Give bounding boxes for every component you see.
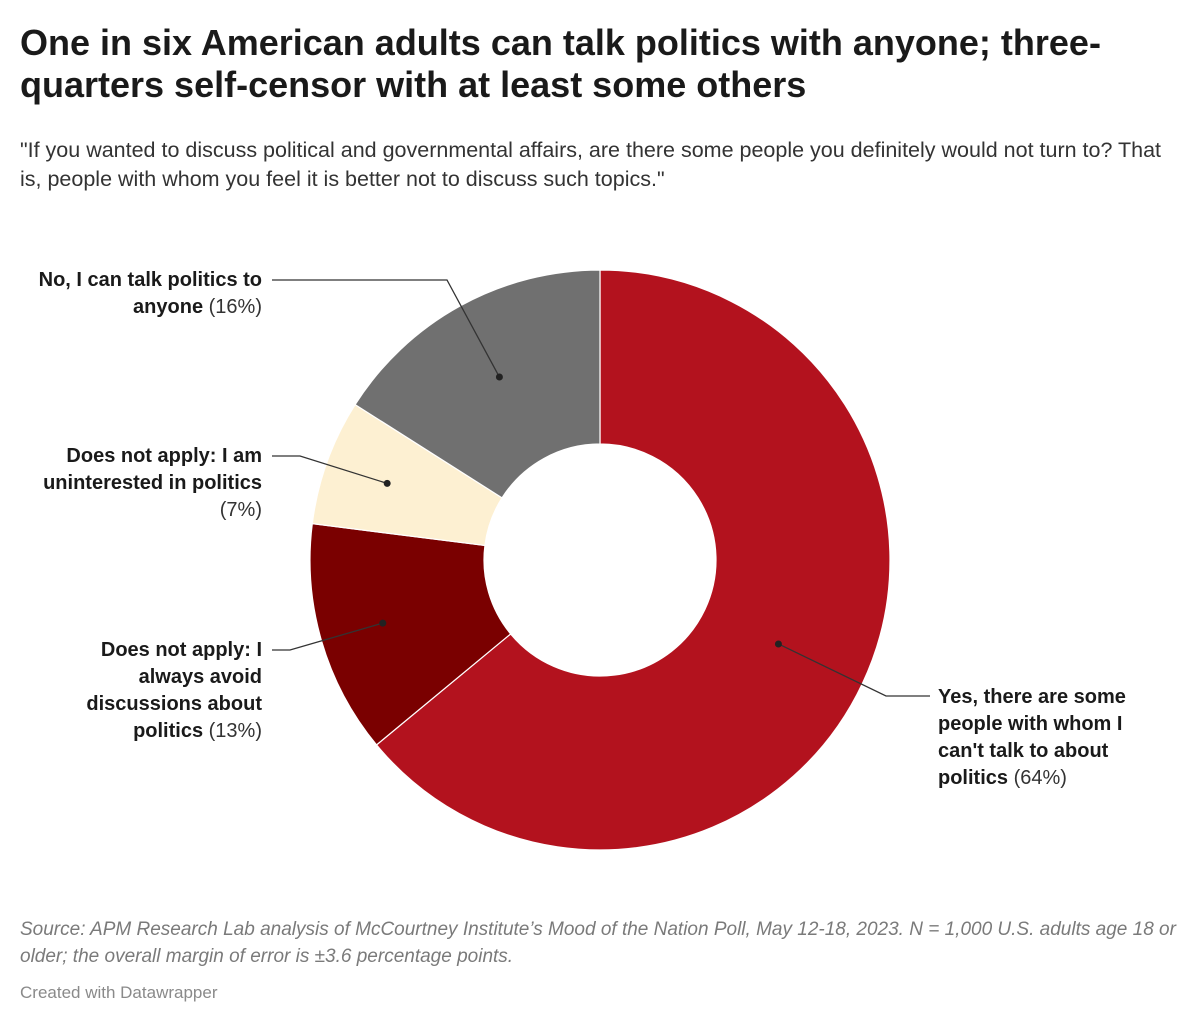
slice-label-uninterested-name: Does not apply: I am uninterested in pol… [43, 445, 262, 494]
slice-label-always-avoid-value: (13%) [208, 720, 262, 742]
chart-subtitle: "If you wanted to discuss political and … [20, 138, 1162, 191]
leader-dot-uninterested [383, 479, 391, 487]
leader-line-always-avoid [272, 622, 383, 651]
slice-label-anyone-value: (16%) [208, 296, 262, 318]
slice-yes [375, 269, 891, 851]
source-note: Source: APM Research Lab analysis of McC… [20, 919, 1176, 967]
datawrapper-credit: Created with Datawrapper [20, 983, 218, 1002]
slice-label-yes-value: (64%) [1013, 767, 1067, 789]
slice-label-yes-name: Yes, there are some people with whom I c… [938, 686, 1126, 789]
slice-label-always-avoid: Does not apply: I always avoid discussio… [40, 637, 262, 745]
leader-line-yes [778, 643, 930, 697]
donut-chart [272, 269, 930, 851]
slice-label-uninterested: Does not apply: I am uninterested in pol… [20, 443, 262, 524]
leader-line-anyone [272, 279, 500, 378]
leader-dot-yes [774, 640, 782, 648]
slice-label-anyone: No, I can talk politics to anyone (16%) [20, 267, 262, 321]
leader-line-uninterested [272, 455, 388, 484]
leader-dot-always-avoid [379, 619, 387, 627]
slice-label-always-avoid-name: Does not apply: I always avoid discussio… [86, 639, 262, 742]
slice-anyone [354, 269, 601, 499]
slice-label-anyone-name: No, I can talk politics to anyone [38, 269, 262, 318]
slice-label-yes: Yes, there are some people with whom I c… [938, 684, 1168, 792]
leader-dot-anyone [495, 373, 503, 381]
slice-label-uninterested-value: (7%) [219, 499, 262, 521]
chart-title: One in six American adults can talk poli… [20, 22, 1101, 105]
slice-always-avoid [309, 522, 512, 746]
